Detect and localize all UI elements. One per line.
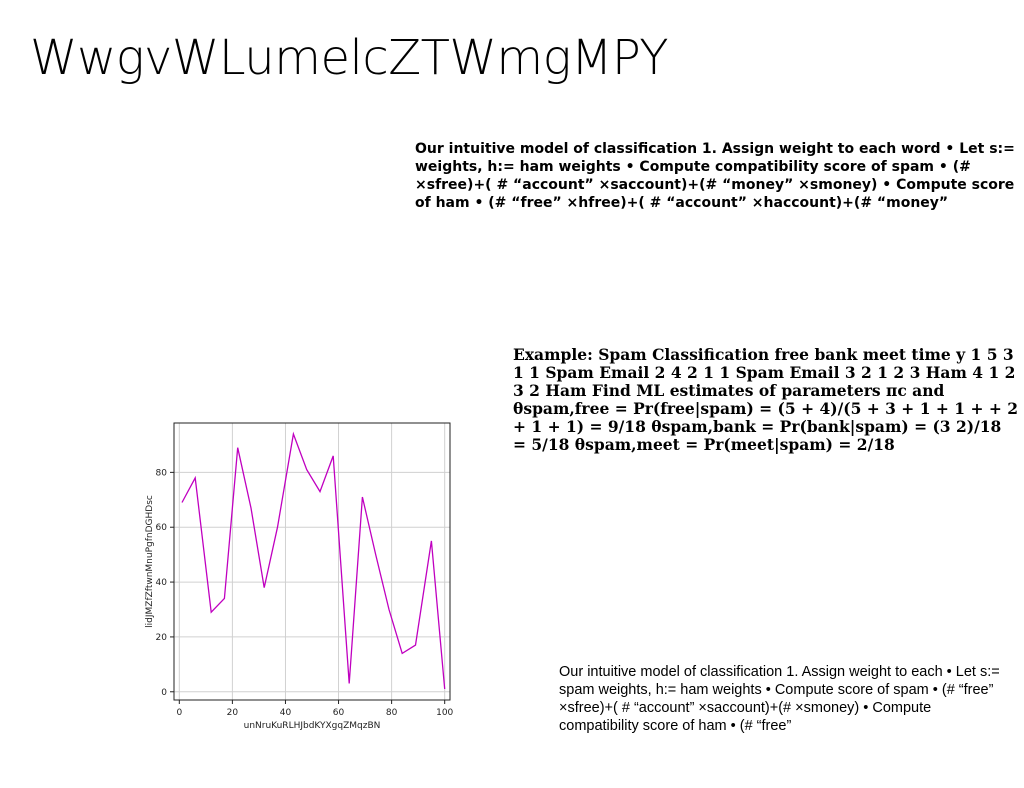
chart-ticks: 0 20 40 60 80 100 0 20 40 60 80	[156, 468, 454, 718]
series-line	[181, 431, 446, 690]
page-title: WwgvWLumelcZTWmgMPY	[30, 30, 669, 86]
x-tick-label: 60	[333, 708, 345, 718]
y-tick-label: 40	[156, 578, 168, 588]
y-axis-label: lidJMZfZftwnMnuPgfnDGHDsc	[145, 495, 155, 628]
x-tick-label: 0	[176, 708, 182, 718]
y-tick-label: 0	[161, 688, 167, 698]
text-block-classification-model: Our intuitive model of classification 1.…	[415, 141, 1015, 211]
x-tick-label: 20	[227, 708, 239, 718]
y-tick-label: 20	[156, 633, 168, 643]
y-tick-label: 60	[156, 523, 168, 533]
x-tick-label: 80	[386, 708, 398, 718]
text-block-classification-summary: Our intuitive model of classification 1.…	[559, 664, 1000, 734]
x-tick-label: 40	[280, 708, 292, 718]
x-axis-label: unNruKuRLHJbdKYXgqZMqzBN	[244, 721, 381, 731]
line-chart: 0 20 40 60 80 100 0 20 40 60 80 unNruKuRLHJbdKYXgq…	[145, 422, 454, 731]
chart-grid	[174, 423, 450, 700]
x-tick-label: 100	[436, 708, 453, 718]
y-tick-label: 80	[156, 468, 168, 478]
text-block-spam-example: Example: Spam Classification free bank m…	[513, 345, 1018, 454]
plot-frame	[173, 422, 451, 701]
